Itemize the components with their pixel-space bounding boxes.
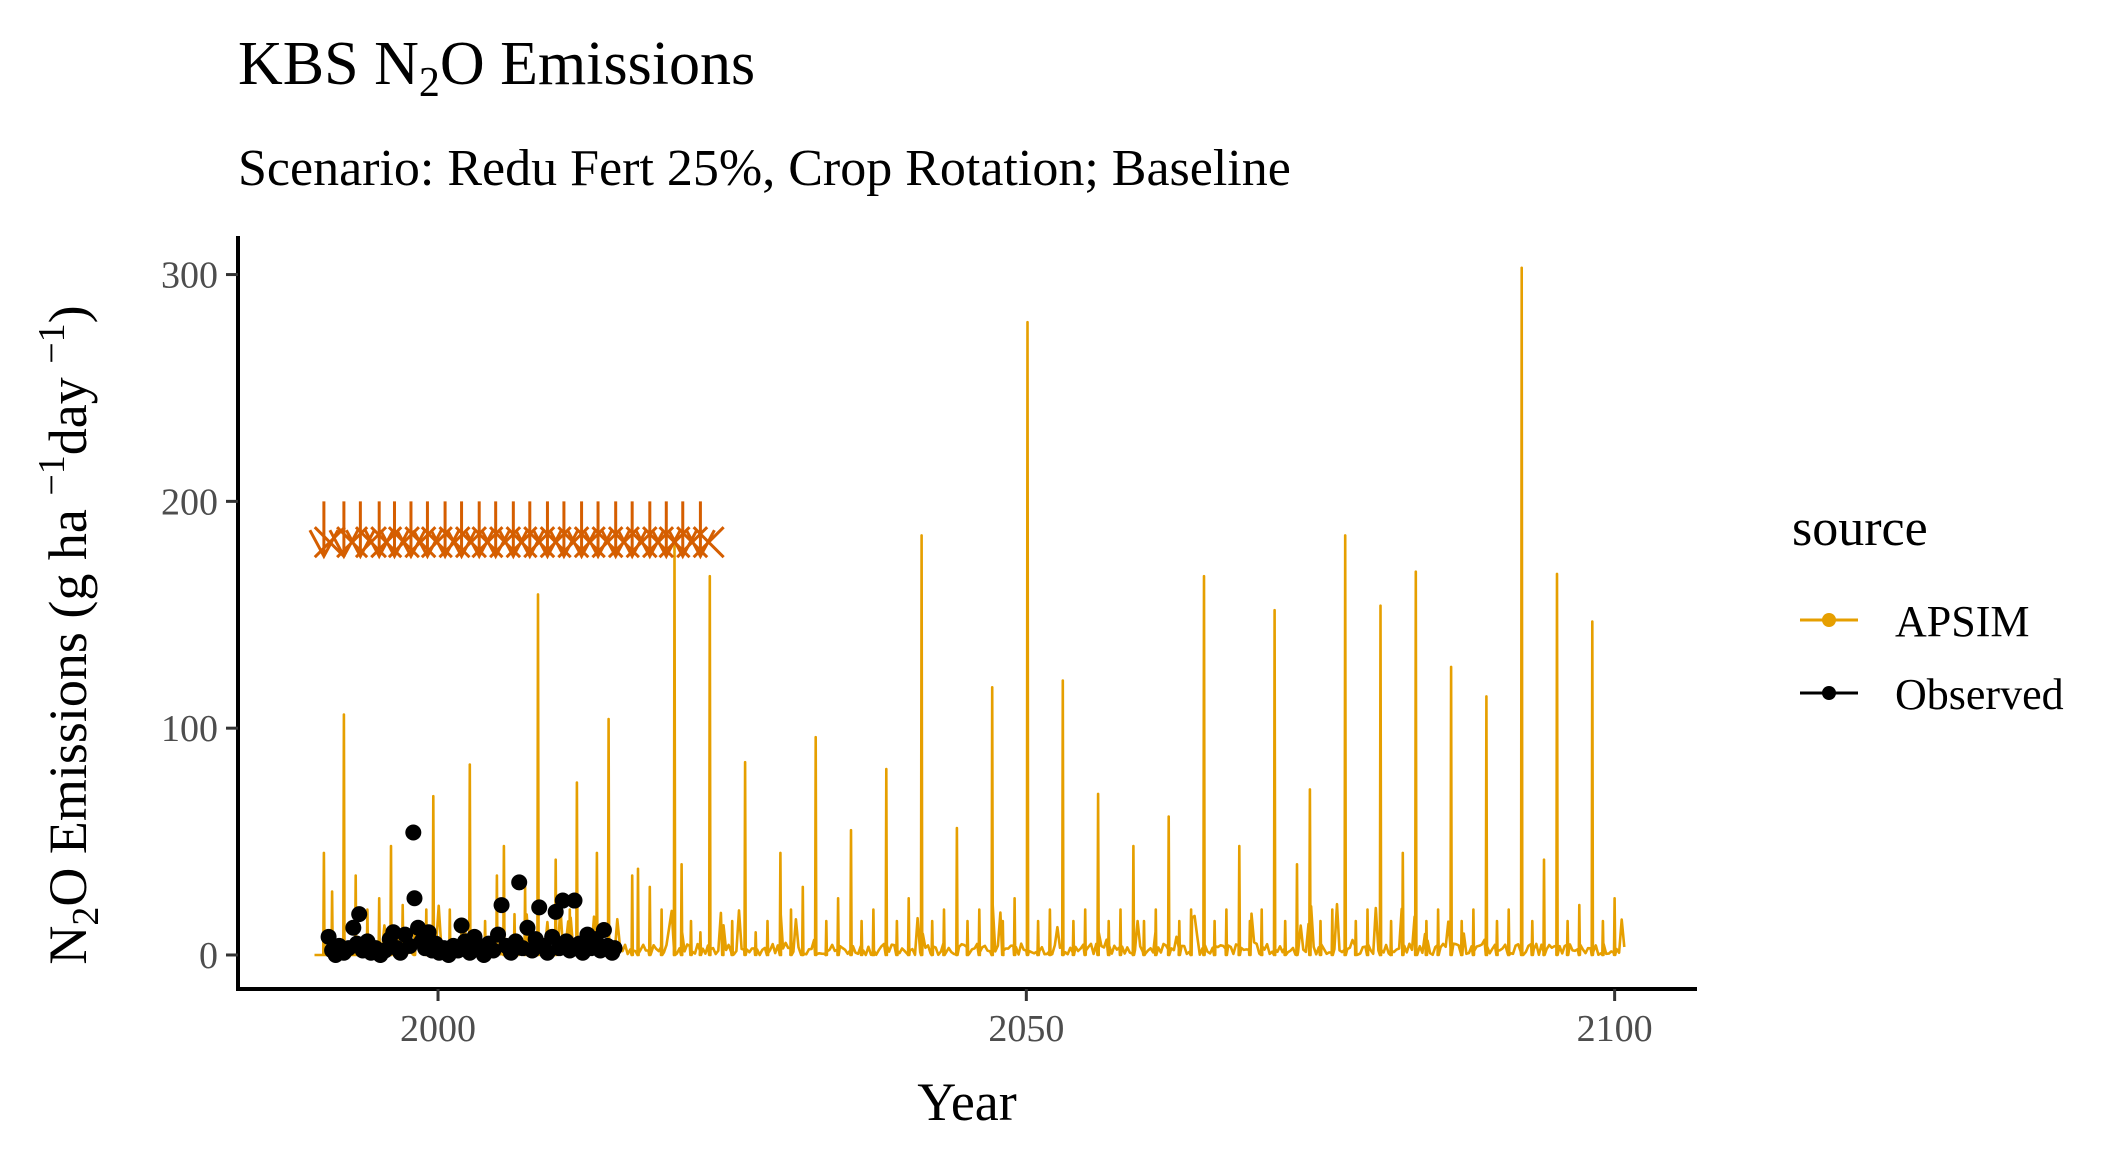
y-tick-label: 300 [161,255,218,297]
event-arrow-marker [532,501,563,560]
axes [236,236,1697,991]
legend-observed-dot [1822,686,1836,700]
observed-point [405,824,422,841]
x-tick-label: 2050 [988,1008,1064,1050]
observed-series [320,824,623,963]
observed-point [566,892,583,909]
apsim-line [314,266,1626,957]
legend-apsim-dot [1822,613,1836,627]
event-arrow-marker [634,501,666,560]
event-marker-series [308,501,725,560]
event-arrow-marker [429,501,461,560]
observed-point [453,917,470,934]
legend-title: source [1792,500,1928,557]
x-tick-label: 2100 [1577,1008,1653,1050]
event-arrow-marker [395,501,427,560]
event-arrow-marker [379,501,410,560]
observed-point [345,919,362,936]
y-tick-label: 100 [161,708,218,750]
legend: source APSIM Observed [1792,500,2064,719]
observed-point [485,942,502,959]
event-cross-marker [692,526,725,559]
chart-title: KBS N2O Emissions [238,30,755,106]
observed-point [554,892,571,909]
observed-point [511,874,528,891]
event-arrow-marker [345,501,376,560]
observed-point [531,899,548,916]
y-tick-label: 0 [199,935,218,977]
event-arrow-marker [600,501,632,560]
observed-point [320,928,337,945]
observed-point [351,906,368,923]
observed-point [406,890,423,907]
event-arrow-marker [463,501,495,560]
y-tick-label: 200 [161,481,218,523]
legend-apsim-label: APSIM [1895,597,2030,646]
legend-observed-label: Observed [1895,670,2064,719]
observed-point [493,897,510,914]
observed-point [490,926,507,943]
event-arrow-marker [650,501,682,560]
event-arrow-marker [328,501,360,560]
apsim-series [314,266,1626,957]
chart-subtitle: Scenario: Redu Fert 25%, Crop Rotation; … [238,140,1291,197]
x-axis-title: Year [917,1072,1017,1132]
x-tick-label: 2000 [400,1008,476,1050]
ticks: 0 100 200 300 2000 2050 2100 [161,255,1653,1050]
event-arrow-marker [685,501,716,560]
event-cross-marker [313,526,346,559]
observed-point [519,919,536,936]
observed-point [606,940,623,957]
observed-point [595,922,612,939]
event-arrow-marker [498,501,529,560]
y-axis-title: N2O Emissions (g ha −1day −1) [31,305,107,964]
event-arrow-marker [566,501,597,560]
